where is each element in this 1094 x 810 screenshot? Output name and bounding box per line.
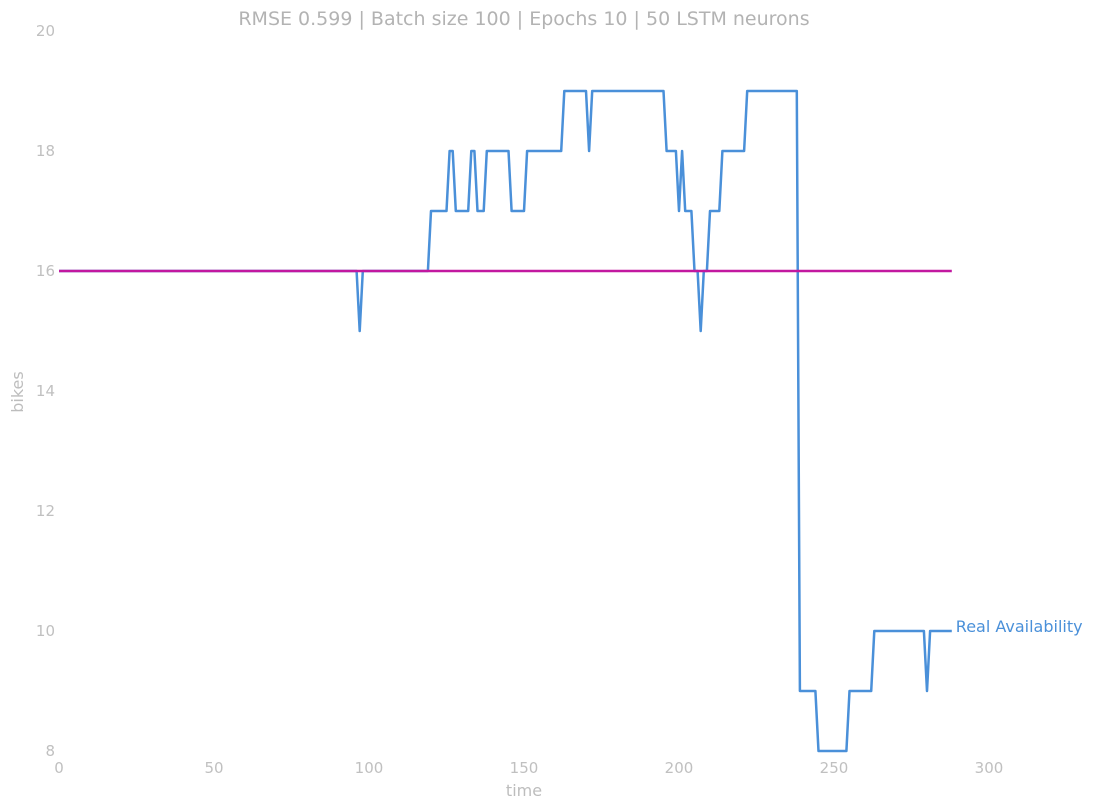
x-axis-ticks: 0 50 100 150 200 250 300 [54, 759, 1003, 777]
x-tick-label: 250 [820, 759, 849, 777]
chart-title: RMSE 0.599 | Batch size 100 | Epochs 10 … [238, 8, 809, 30]
y-tick-label: 8 [45, 742, 55, 760]
x-tick-label: 150 [510, 759, 539, 777]
series-layer: Real Availability [59, 89, 1083, 753]
y-tick-label: 12 [36, 502, 55, 520]
y-axis-label: bikes [8, 371, 27, 412]
y-tick-label: 20 [36, 22, 55, 40]
x-tick-label: 300 [975, 759, 1004, 777]
x-tick-label: 0 [54, 759, 64, 777]
real-availability-line [59, 89, 952, 753]
series-end-label: Real Availability [956, 617, 1083, 636]
x-tick-label: 100 [355, 759, 384, 777]
x-tick-label: 200 [665, 759, 694, 777]
y-tick-label: 18 [36, 142, 55, 160]
y-tick-label: 14 [36, 382, 55, 400]
y-axis-ticks: 8 10 12 14 16 18 20 [36, 22, 55, 760]
x-axis-label: time [506, 781, 542, 800]
y-tick-label: 10 [36, 622, 55, 640]
x-tick-label: 50 [204, 759, 223, 777]
y-tick-label: 16 [36, 262, 55, 280]
